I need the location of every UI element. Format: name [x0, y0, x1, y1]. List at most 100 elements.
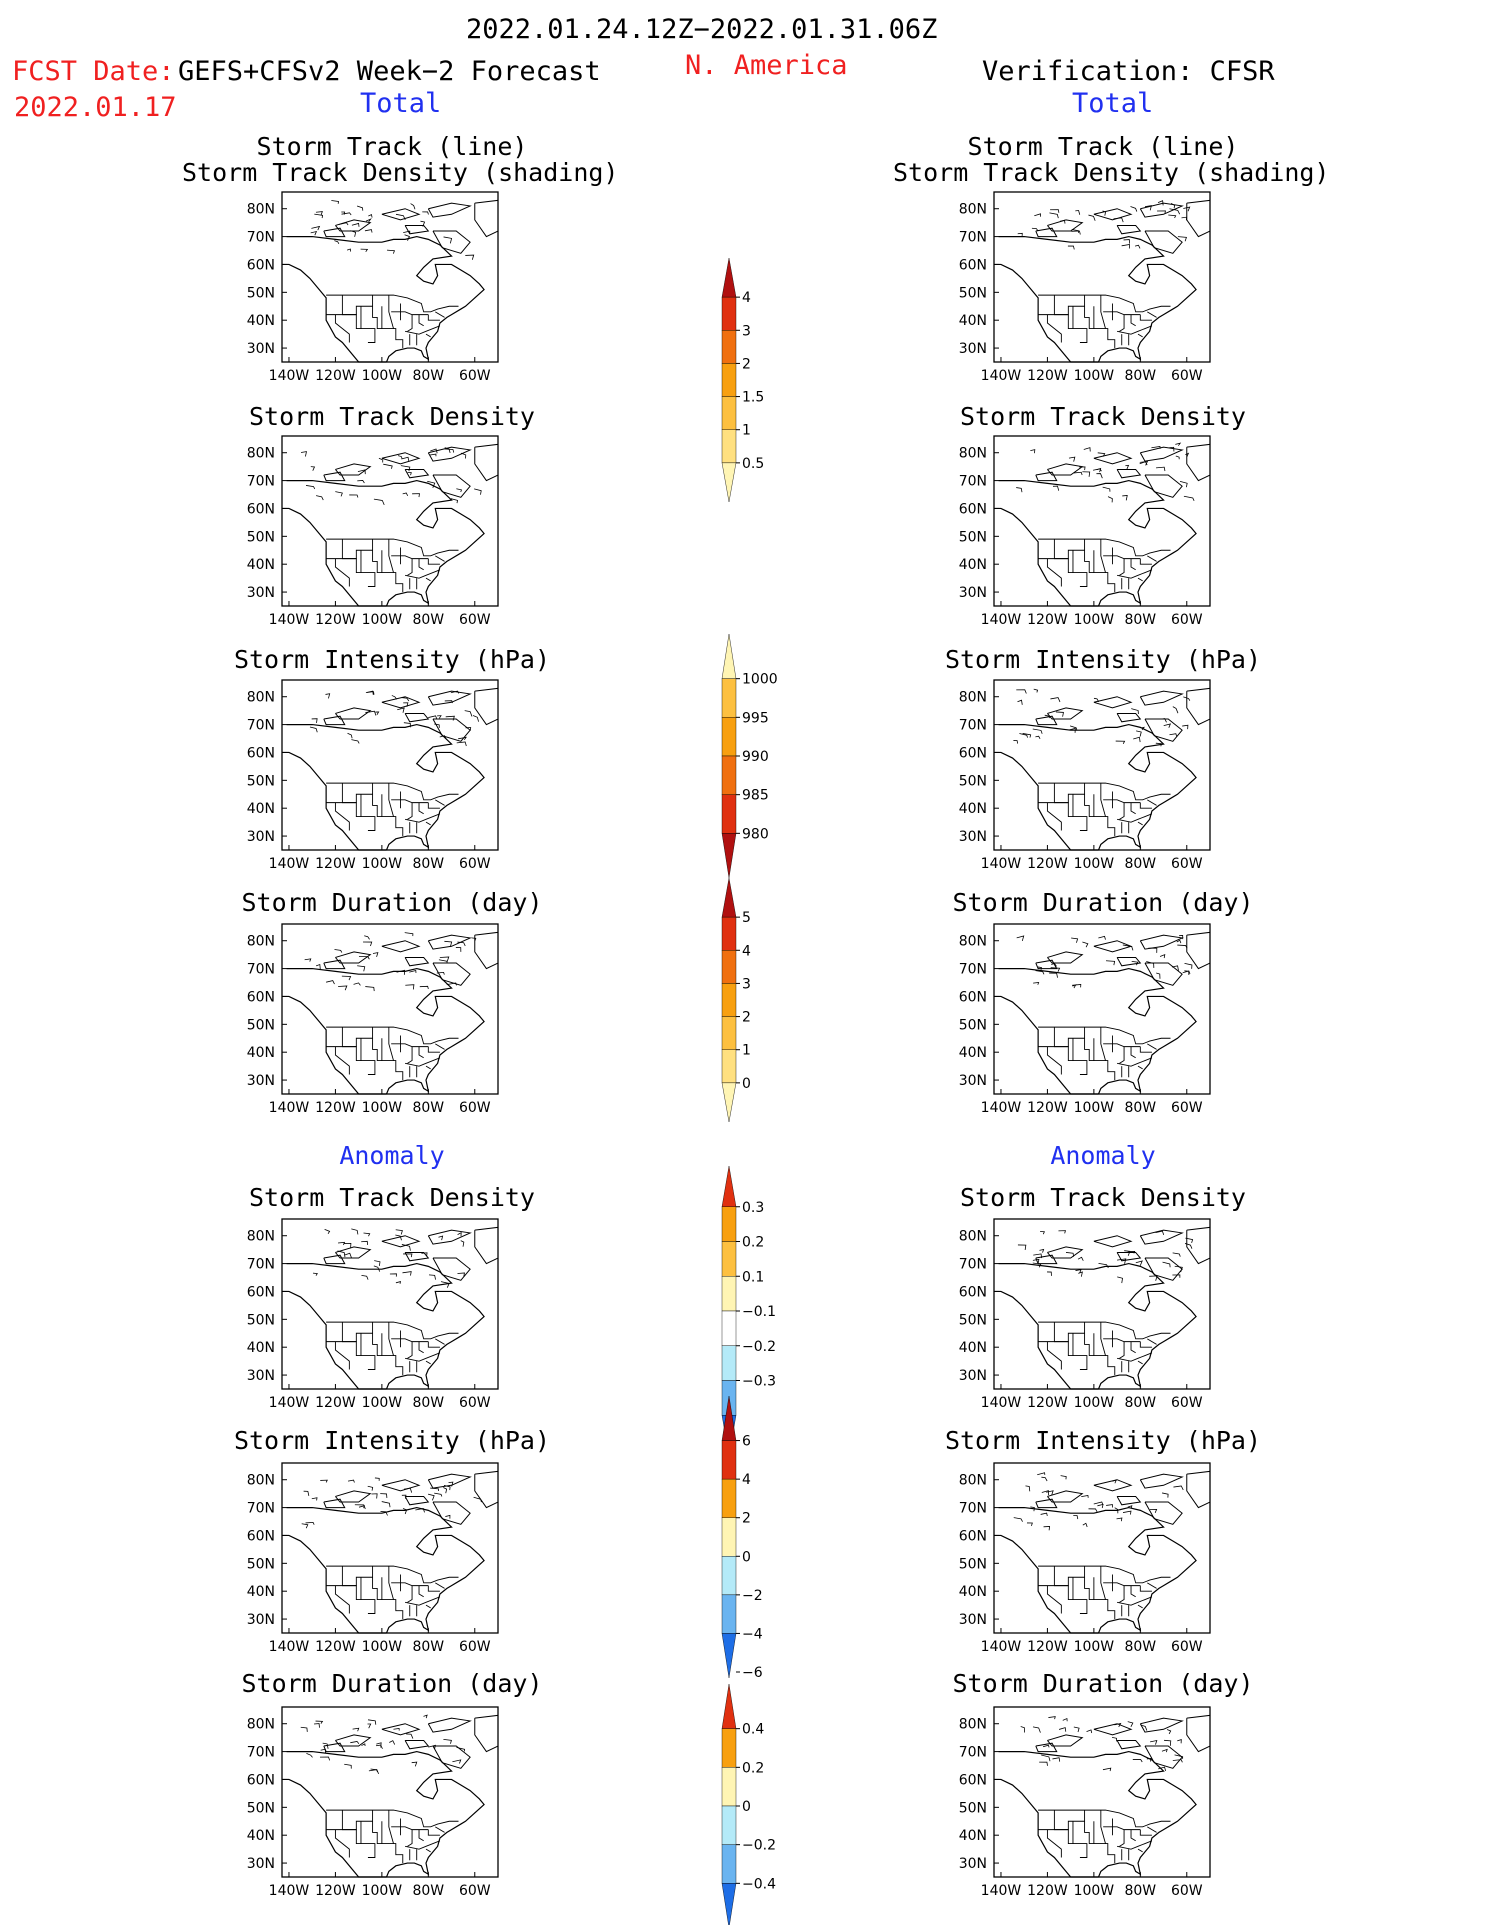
island-outline [381, 1501, 391, 1508]
island-outline [326, 980, 335, 985]
colorbar-label: 6 [742, 1434, 751, 1450]
island-outline [1033, 688, 1039, 693]
grid-cell [1080, 1768, 1150, 1782]
map-right-intensity: 80N 70N 60N 50N 40N 30N 140W 120W 100W 80W 60W [959, 679, 1211, 872]
island-outline [457, 1231, 462, 1237]
state-border [341, 295, 376, 343]
island-outline [458, 736, 468, 740]
island-outline [1172, 1252, 1181, 1257]
arctic-island [1093, 208, 1133, 221]
arctic-island [1116, 956, 1142, 967]
island-outline [1149, 1275, 1158, 1281]
state-border [407, 1829, 413, 1847]
title-anom-intensity-right: Storm Intensity (hPa) [944, 1426, 1262, 1455]
island-outline [403, 1253, 413, 1258]
arctic-island [1116, 468, 1142, 479]
storm-track-line [296, 312, 304, 336]
island-outline [395, 1234, 402, 1241]
grid-cell [1164, 1508, 1210, 1536]
island-outline [1078, 1271, 1083, 1277]
state-border [1137, 1848, 1143, 1853]
grid-cell [1187, 1336, 1210, 1364]
island-outline [300, 1726, 308, 1732]
island-outline [1043, 1744, 1050, 1748]
grid-cell [994, 930, 1064, 958]
island-outline [448, 1481, 454, 1487]
coastline [286, 1750, 485, 1878]
grid-cell [1006, 1303, 1029, 1331]
lon-tick-label: 100W [362, 1100, 403, 1116]
island-outline [338, 222, 349, 226]
state-border [1084, 1322, 1116, 1376]
arctic-island [1186, 1470, 1211, 1509]
island-outline [456, 741, 467, 747]
island-outline [1051, 963, 1057, 967]
state-border [388, 1566, 394, 1600]
lat-tick-label: 80N [247, 690, 275, 706]
colorbar-end-triangle [721, 462, 737, 503]
island-outline [301, 1523, 309, 1529]
lon-tick-label: 120W [315, 1883, 356, 1899]
arctic-island [1093, 940, 1133, 953]
island-outline [1172, 1274, 1181, 1278]
storm-track-line [278, 306, 294, 319]
lat-tick-label: 70N [959, 718, 987, 734]
shading-layer [405, 1508, 498, 1592]
arctic-island [1186, 443, 1211, 482]
island-outline [324, 1229, 331, 1235]
lon-tick-label: 120W [315, 1639, 356, 1655]
lat-tick-label: 30N [247, 829, 275, 845]
lat-tick-label: 40N [247, 1340, 275, 1356]
island-outline [437, 715, 442, 719]
island-outline [1127, 1250, 1136, 1254]
state-border [372, 295, 404, 349]
map-left-anom-intensity: 80N 70N 60N 50N 40N 30N 140W 120W 100W 80W 60W [247, 1462, 499, 1655]
island-outline [319, 1756, 331, 1761]
island-outline [383, 463, 393, 469]
lat-tick-label: 70N [959, 1501, 987, 1517]
island-outline [334, 240, 340, 245]
colorbar-segment [721, 363, 737, 397]
island-outline [428, 1744, 436, 1750]
state-border [341, 1810, 376, 1858]
island-outline [1039, 1248, 1045, 1253]
island-outline [1035, 735, 1041, 740]
lon-tick-label: 100W [1074, 612, 1115, 628]
grid-cell [1052, 1524, 1098, 1538]
coastline [998, 479, 1197, 607]
island-outline [367, 1723, 372, 1729]
grid-cell [452, 730, 498, 758]
lon-tick-label: 60W [459, 856, 491, 872]
title-anom-density-left: Storm Track Density [249, 1183, 535, 1212]
shading-blob [1136, 201, 1192, 249]
state-border [1147, 1582, 1157, 1589]
state-border [1137, 821, 1143, 826]
state-border [334, 1046, 350, 1075]
island-outline [365, 710, 377, 716]
lon-tick-label: 60W [459, 1395, 491, 1411]
island-outline [1098, 1262, 1109, 1269]
state-border [341, 539, 376, 587]
colorbar-label: 3 [742, 976, 751, 992]
left-anomaly-label: Anomaly [339, 1141, 445, 1170]
lat-tick-label: 70N [247, 718, 275, 734]
island-outline [1123, 239, 1130, 244]
island-outline [410, 203, 416, 210]
lat-tick-label: 50N [959, 285, 987, 301]
island-outline [380, 1511, 388, 1516]
lat-tick-label: 40N [959, 1340, 987, 1356]
island-outline [396, 969, 406, 975]
title-anom-density-right: Storm Track Density [960, 1183, 1246, 1212]
lat-tick-label: 40N [959, 313, 987, 329]
lon-tick-label: 100W [362, 612, 403, 628]
grid-cell [1173, 786, 1196, 828]
grid-cell [428, 980, 474, 994]
island-outline [1127, 1505, 1133, 1509]
colorbar-segment [721, 983, 737, 1017]
island-outline [1183, 696, 1191, 701]
island-outline [391, 695, 398, 700]
grid-cell [461, 1508, 484, 1536]
island-outline [438, 959, 448, 964]
arctic-island [432, 1745, 471, 1769]
state-border [341, 1322, 376, 1370]
